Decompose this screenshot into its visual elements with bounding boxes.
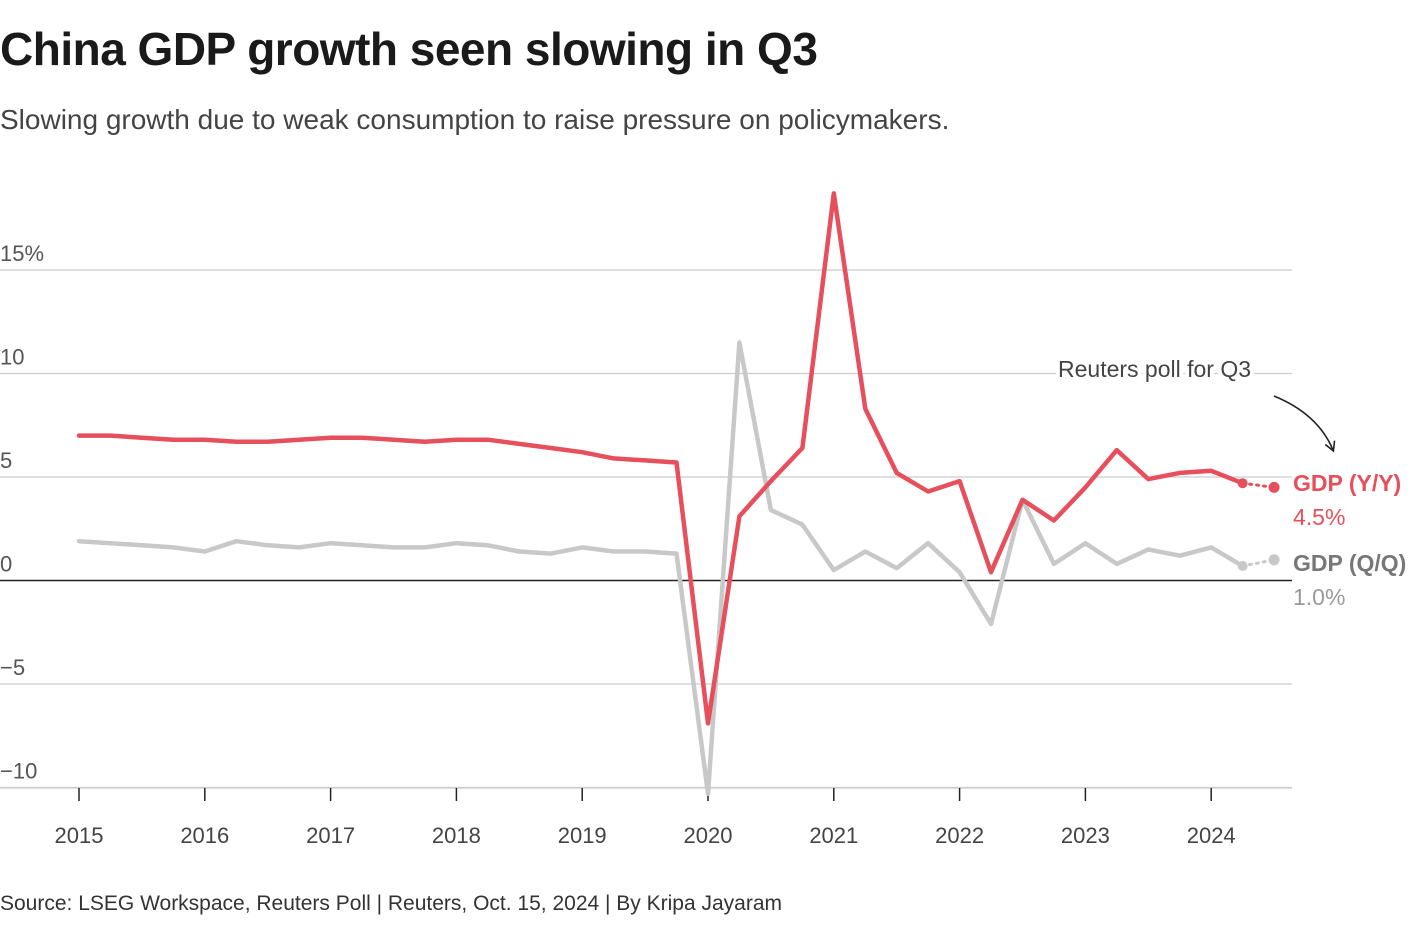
x-tick-label: 2022 bbox=[935, 823, 984, 848]
forecast-segment bbox=[1241, 481, 1276, 489]
x-tick-label: 2021 bbox=[809, 823, 858, 848]
x-tick-label: 2015 bbox=[55, 823, 104, 848]
y-tick-label: −10 bbox=[0, 759, 37, 784]
x-tick-label: 2024 bbox=[1187, 823, 1236, 848]
chart-title: China GDP growth seen slowing in Q3 bbox=[0, 23, 818, 75]
x-tick-label: 2017 bbox=[306, 823, 355, 848]
x-tick-label: 2020 bbox=[684, 823, 733, 848]
y-tick-label: 10 bbox=[0, 345, 24, 370]
annotation-arrow bbox=[1273, 395, 1336, 453]
x-tick-label: 2019 bbox=[558, 823, 607, 848]
series-line-gdp-yy bbox=[76, 191, 1245, 726]
y-tick-label: −5 bbox=[0, 655, 25, 680]
y-tick-label: 5 bbox=[0, 448, 12, 473]
x-tick-label: 2016 bbox=[180, 823, 229, 848]
chart-subtitle: Slowing growth due to weak consumption t… bbox=[0, 104, 950, 135]
y-tick-label: 15% bbox=[0, 241, 44, 266]
forecast-value-gdp-qq: 1.0% bbox=[1293, 584, 1345, 610]
forecast-value-gdp-yy: 4.5% bbox=[1293, 504, 1345, 530]
y-tick-label: 0 bbox=[0, 552, 12, 577]
x-tick-label: 2018 bbox=[432, 823, 481, 848]
annotation-reuters-poll: Reuters poll for Q3 bbox=[1058, 356, 1251, 382]
x-tick-label: 2023 bbox=[1061, 823, 1110, 848]
legend-label-gdp-qq: GDP (Q/Q) bbox=[1293, 550, 1406, 576]
source-note: Source: LSEG Workspace, Reuters Poll | R… bbox=[0, 892, 783, 915]
legend-label-gdp-yy: GDP (Y/Y) bbox=[1293, 470, 1401, 496]
forecast-point bbox=[1268, 554, 1280, 566]
series-line-gdp-qq bbox=[76, 340, 1245, 796]
forecast-point bbox=[1268, 481, 1280, 493]
